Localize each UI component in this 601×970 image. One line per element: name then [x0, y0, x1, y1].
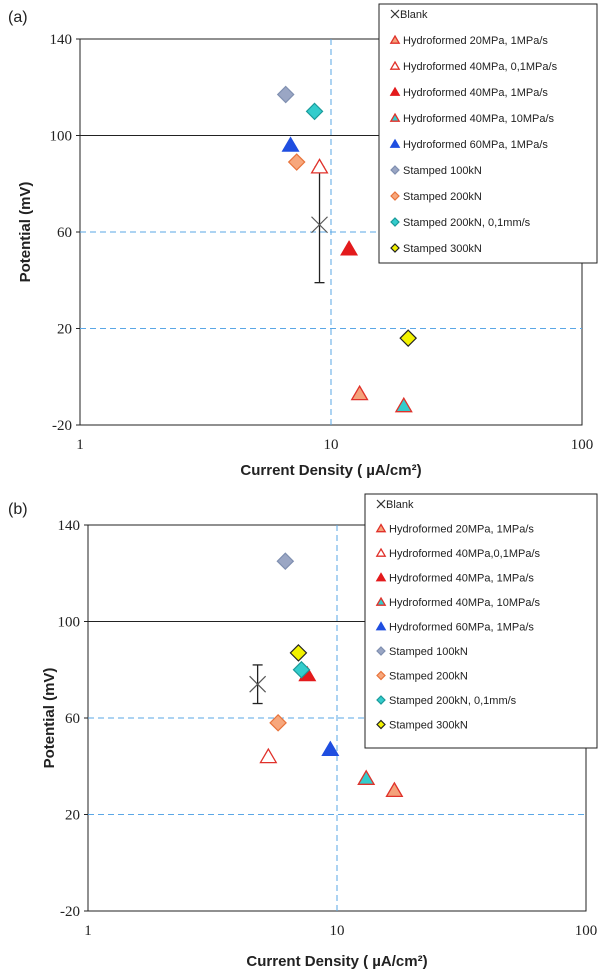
chart-panel-b: (b) -20 20 60 100 140 1 10 100 Current Density ( …: [0, 490, 601, 970]
legend-marker: [389, 138, 401, 148]
y-tick-label: -20: [52, 418, 72, 434]
data-point-blank: [311, 216, 328, 234]
legend-marker: [390, 9, 400, 19]
data-point-series-6: [276, 85, 295, 104]
legend: Blank Hydroformed 20MPa, 1MPa/s Hydroforme…: [378, 3, 598, 264]
data-point-series-8: [305, 102, 324, 121]
legend-label: Hydroformed 60MPa, 1MPa/s: [389, 622, 534, 634]
data-point-series-1: [385, 781, 404, 798]
data-point-series-5: [281, 136, 300, 152]
legend-marker: [389, 112, 401, 122]
data-point-blank-stroke-2: [249, 675, 267, 693]
legend-marker: [376, 695, 386, 705]
legend-label: Blank: [400, 9, 428, 21]
legend-marker: [390, 191, 400, 201]
legend-marker: [390, 243, 400, 253]
data-point-series-3: [340, 240, 359, 256]
y-tick-label: 100: [50, 129, 73, 145]
legend-label: Stamped 200kN, 0,1mm/s: [389, 695, 517, 707]
x-tick-label: 100: [575, 923, 598, 939]
data-points: [276, 85, 418, 413]
legend-marker-stroke-2: [376, 499, 386, 509]
data-point-series-2: [310, 158, 329, 174]
data-point-series-4: [357, 769, 376, 785]
data-point-series-8: [292, 660, 311, 679]
x-tick-label: 10: [330, 923, 345, 939]
legend-label: Hydroformed 60MPa, 1MPa/s: [403, 139, 548, 151]
legend-label: Stamped 100kN: [389, 646, 468, 658]
legend-label: Hydroformed 20MPa, 1MPa/s: [403, 35, 548, 47]
panel-label: (a): [8, 9, 28, 26]
data-point-series-5: [321, 740, 340, 757]
y-tick-label: 60: [57, 225, 72, 241]
legend-box: [364, 493, 598, 749]
legend-label: Stamped 200kN: [389, 671, 468, 683]
legend-label: Hydroformed 40MPa, 1MPa/s: [403, 87, 548, 99]
legend-label: Hydroformed 40MPa, 10MPa/s: [389, 597, 541, 609]
x-tick-label: 1: [84, 923, 92, 939]
y-tick-label: 20: [65, 808, 80, 824]
data-point-blank: [249, 675, 267, 693]
y-tick-label: -20: [60, 904, 80, 920]
legend-marker: [375, 596, 387, 606]
chart-panel-a: (a) -20 20 60 100 140 1 10 100 Current Density ( …: [8, 3, 598, 479]
x-axis-title: Current Density ( µA/cm²): [246, 953, 427, 970]
legend-label: Stamped 100kN: [403, 165, 482, 177]
legend-label: Stamped 300kN: [403, 243, 482, 255]
data-point-series-7: [269, 713, 287, 732]
legend-marker: [376, 646, 386, 656]
legend-label: Hydroformed 40MPa, 10MPa/s: [403, 113, 555, 125]
legend-marker: [390, 217, 400, 227]
legend-marker: [390, 165, 400, 175]
legend-label: Hydroformed 40MPa, 1MPa/s: [389, 573, 534, 585]
legend-label: Stamped 200kN: [403, 191, 482, 203]
data-point-series-1: [350, 384, 369, 401]
legend-label: Hydroformed 40MPa,0,1MPa/s: [389, 548, 541, 560]
data-point-series-4: [394, 396, 413, 413]
x-axis-title: Current Density ( µA/cm²): [240, 462, 421, 479]
legend-marker: [389, 60, 401, 70]
panel-label: (b): [8, 501, 28, 518]
legend-label: Stamped 200kN, 0,1mm/s: [403, 217, 531, 229]
y-axis-title: Potential (mV): [17, 182, 34, 283]
legend-label: Hydroformed 40MPa, 0,1MPa/s: [403, 61, 558, 73]
x-tick-label: 1: [76, 437, 84, 453]
y-tick-label: 140: [58, 518, 81, 534]
legend-marker: [376, 670, 386, 681]
chart-b-svg: (b) -20 20 60 100 140 1 10 100 Current Density ( …: [8, 493, 598, 970]
data-points: [249, 552, 404, 798]
data-point-series-2: [259, 747, 278, 764]
legend-marker: [375, 572, 387, 582]
legend-marker: [375, 547, 387, 557]
legend-label: Hydroformed 20MPa, 1MPa/s: [389, 524, 534, 536]
legend-marker: [375, 523, 387, 533]
y-axis-title: Potential (mV): [41, 668, 58, 769]
legend-marker: [375, 621, 387, 631]
legend-marker: [389, 34, 401, 44]
legend-label: Stamped 300kN: [389, 720, 468, 732]
data-point-series-9: [399, 329, 418, 347]
legend-label: Blank: [386, 499, 414, 511]
data-point-blank-stroke-2: [311, 216, 328, 234]
y-tick-label: 20: [57, 322, 72, 338]
legend-marker: [389, 86, 401, 96]
data-point-series-9: [289, 644, 308, 662]
legend-marker: [376, 719, 386, 730]
x-tick-label: 100: [571, 437, 594, 453]
y-tick-label: 100: [58, 615, 81, 631]
legend-marker: [376, 499, 386, 509]
legend: Blank Hydroformed 20MPa, 1MPa/s Hydroforme…: [364, 493, 598, 749]
data-point-series-7: [287, 153, 306, 171]
chart-a-svg: (a) -20 20 60 100 140 1 10 100 Current Density ( …: [8, 3, 598, 479]
y-tick-label: 60: [65, 711, 80, 727]
x-tick-label: 10: [324, 437, 339, 453]
legend-box: [378, 3, 598, 264]
legend-marker-stroke-2: [390, 9, 400, 19]
y-tick-label: 140: [50, 32, 73, 48]
data-point-series-6: [276, 552, 295, 571]
